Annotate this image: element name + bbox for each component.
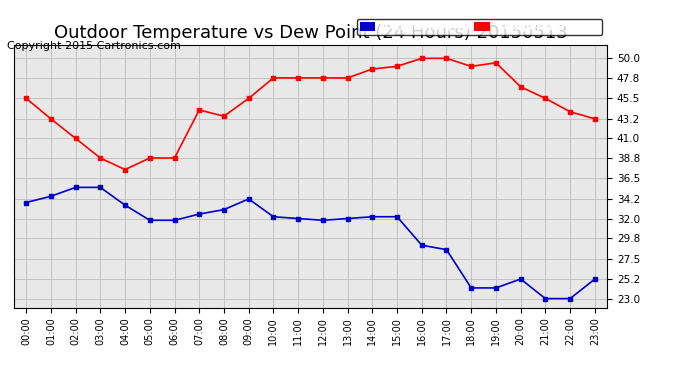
Legend: Dew Point (°F), Temperature (°F): Dew Point (°F), Temperature (°F) [357, 19, 602, 35]
Text: Copyright 2015 Cartronics.com: Copyright 2015 Cartronics.com [7, 41, 181, 51]
Title: Outdoor Temperature vs Dew Point (24 Hours) 20150513: Outdoor Temperature vs Dew Point (24 Hou… [54, 24, 567, 42]
